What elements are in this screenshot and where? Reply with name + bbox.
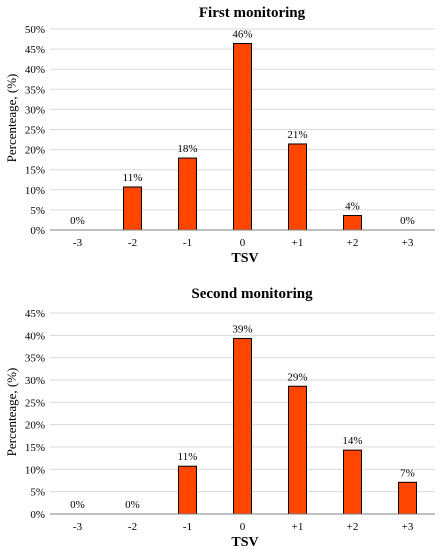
y-axis-title: Percenteage, (%) <box>4 368 19 457</box>
x-tick-label: +3 <box>402 521 414 533</box>
data-label: 0% <box>125 499 140 511</box>
data-label: 46% <box>232 28 252 40</box>
y-tick-label: 20% <box>25 420 45 432</box>
y-tick-label: 25% <box>25 125 45 137</box>
x-tick-label: -1 <box>183 521 192 533</box>
y-tick-label: 35% <box>25 84 45 96</box>
x-tick-label: -3 <box>73 521 83 533</box>
x-tick-label: 0 <box>240 521 246 533</box>
y-tick-label: 10% <box>25 464 45 476</box>
data-label: 11% <box>178 451 198 463</box>
y-tick-label: 15% <box>25 442 45 454</box>
y-tick-label: 20% <box>25 145 45 157</box>
y-tick-label: 15% <box>25 165 45 177</box>
y-tick-label: 30% <box>25 375 45 387</box>
data-label: 14% <box>342 435 362 447</box>
chart-first-monitoring: First monitoring Percenteage, (%) TSV 0%… <box>4 5 435 266</box>
y-axis-title: Percenteage, (%) <box>4 74 19 163</box>
y-tick-label: 35% <box>25 353 45 365</box>
bar <box>288 143 307 231</box>
y-tick-label: 40% <box>25 64 45 76</box>
x-tick-label: +3 <box>402 237 414 249</box>
bar <box>178 157 197 231</box>
bar <box>343 215 362 231</box>
y-tick-label: 10% <box>25 185 45 197</box>
data-label: 0% <box>70 215 85 227</box>
x-tick-label: -2 <box>128 521 137 533</box>
bar <box>233 337 252 515</box>
x-tick-label: -2 <box>128 237 137 249</box>
bar <box>343 449 362 515</box>
x-axis-title: TSV <box>231 535 258 550</box>
y-tick-label: 50% <box>25 24 45 36</box>
y-tick-label: 0% <box>30 509 45 521</box>
y-tick-label: 45% <box>25 44 45 56</box>
chart-second-monitoring: Second monitoring Percenteage, (%) TSV 0… <box>4 286 435 550</box>
y-tick-label: 45% <box>25 308 45 320</box>
y-tick-label: 40% <box>25 330 45 342</box>
data-label: 0% <box>400 215 415 227</box>
y-tick-label: 5% <box>30 487 45 499</box>
x-axis-title: TSV <box>231 251 258 266</box>
data-label: 29% <box>287 371 307 383</box>
bar <box>288 385 307 515</box>
x-tick-label: -1 <box>183 237 192 249</box>
y-tick-label: 30% <box>25 104 45 116</box>
y-tick-label: 5% <box>30 205 45 217</box>
bar <box>233 42 252 231</box>
data-label: 18% <box>177 143 197 155</box>
x-tick-label: +1 <box>292 521 304 533</box>
data-label: 7% <box>400 467 415 479</box>
y-tick-label: 25% <box>25 397 45 409</box>
x-tick-label: +2 <box>347 521 359 533</box>
data-label: 0% <box>70 499 85 511</box>
x-tick-label: +2 <box>347 237 359 249</box>
data-label: 4% <box>345 201 360 213</box>
chart-title: Second monitoring <box>191 286 313 302</box>
x-tick-label: -3 <box>73 237 83 249</box>
chart-title: First monitoring <box>199 5 306 21</box>
bar <box>398 481 417 515</box>
data-label: 11% <box>123 172 143 184</box>
data-label: 39% <box>232 323 252 335</box>
bar <box>123 186 142 231</box>
x-tick-label: 0 <box>240 237 246 249</box>
x-tick-label: +1 <box>292 237 304 249</box>
data-label: 21% <box>287 129 307 141</box>
bar <box>178 465 197 515</box>
y-tick-label: 0% <box>30 225 45 237</box>
